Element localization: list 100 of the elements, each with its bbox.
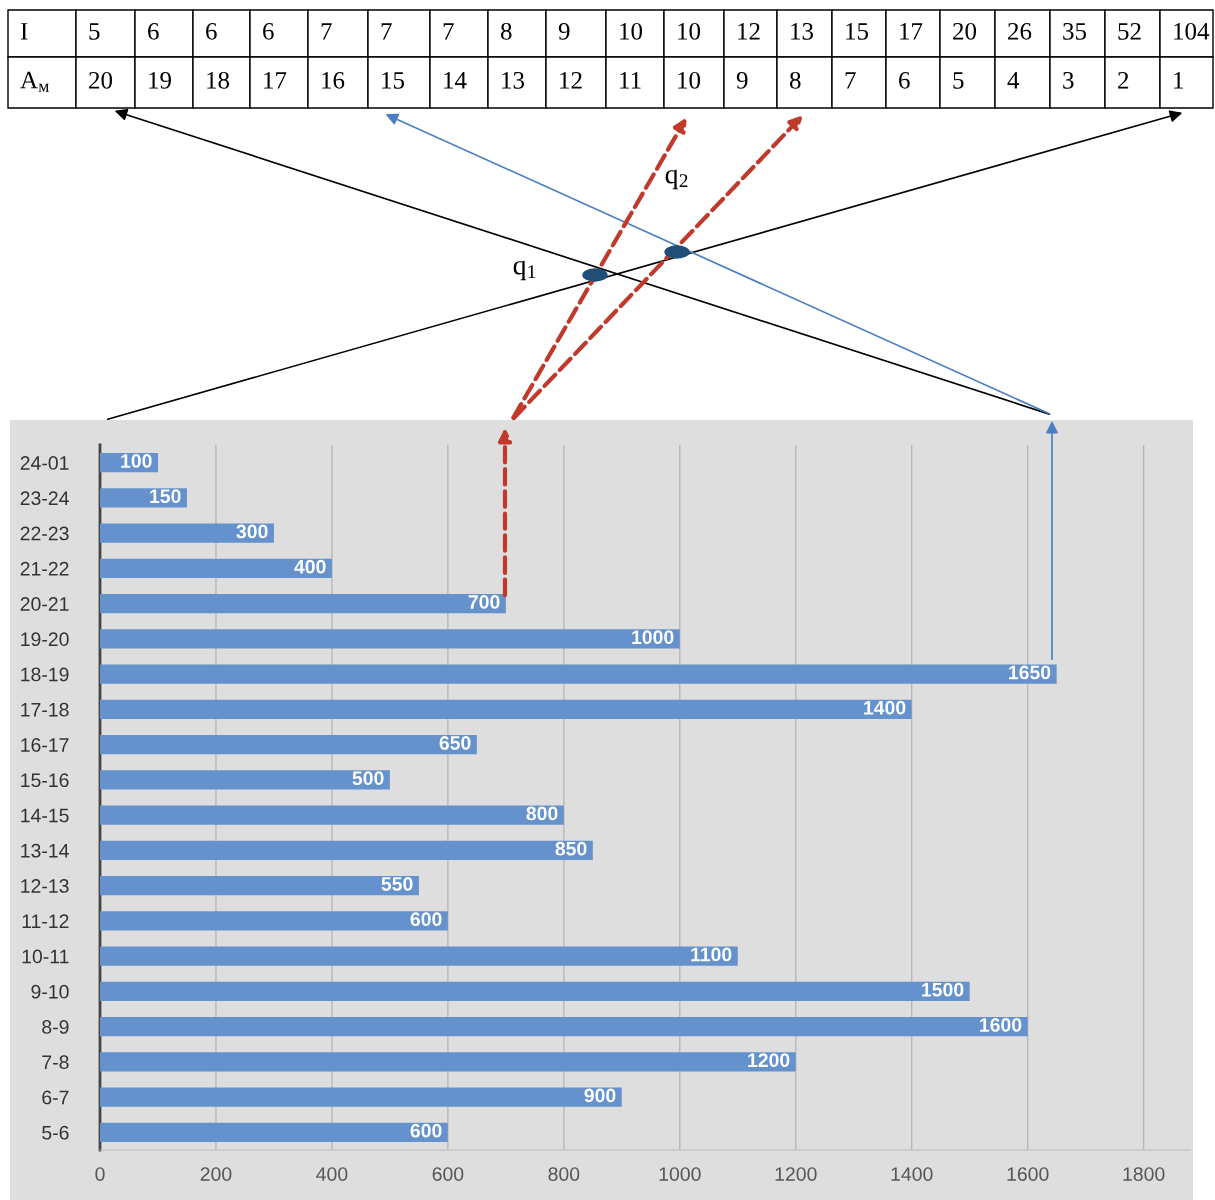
x-tick-label: 1800 xyxy=(1123,1167,1165,1181)
data-label: 650 xyxy=(439,736,471,750)
y-tick-label: 5-6 xyxy=(42,1125,69,1140)
text: 5 xyxy=(953,72,964,89)
text: 7 xyxy=(443,23,454,40)
text: 9 xyxy=(558,22,570,40)
data-label: 150 xyxy=(150,489,181,504)
text: 1 xyxy=(1174,72,1183,89)
bar xyxy=(100,840,593,861)
data-label: 1200 xyxy=(748,1053,790,1068)
text: 18 xyxy=(207,71,230,89)
text: 8 xyxy=(789,71,801,89)
text: 5 xyxy=(89,23,100,40)
text: 35 xyxy=(1063,22,1087,40)
text: 11 xyxy=(620,72,641,89)
x-tick-label: 1000 xyxy=(659,1167,701,1181)
text: A$_{м}$ xyxy=(20,71,49,92)
text: 6 xyxy=(206,22,217,40)
x-tick-label: 1400 xyxy=(891,1167,933,1181)
text: q xyxy=(513,260,527,281)
text: 8 xyxy=(500,22,512,40)
y-tick-label: 6-7 xyxy=(42,1090,69,1105)
data-label: 800 xyxy=(526,806,558,821)
y-tick-label: 7-8 xyxy=(42,1055,69,1070)
x-tick-label: 400 xyxy=(316,1167,348,1181)
bar xyxy=(100,981,970,1002)
text: 13 xyxy=(791,22,814,40)
text: 20 xyxy=(89,71,113,89)
text: 9 xyxy=(736,71,748,89)
text: 6 xyxy=(148,22,159,40)
text: 52 xyxy=(1118,22,1141,40)
bar xyxy=(100,1122,448,1143)
text: 12 xyxy=(738,22,760,40)
y-tick-label: 8-9 xyxy=(42,1020,69,1034)
y-tick-label: 16-17 xyxy=(21,738,69,752)
y-tick-label: 12-13 xyxy=(21,879,69,893)
text: 1 xyxy=(528,265,536,279)
x-tick-label: 800 xyxy=(548,1167,580,1181)
bar xyxy=(100,875,419,896)
text: 15 xyxy=(382,72,405,89)
data-label: 1600 xyxy=(980,1018,1022,1032)
text: 17 xyxy=(264,72,287,89)
data-label: 550 xyxy=(381,877,413,891)
text: 14 xyxy=(444,72,467,89)
text: 7 xyxy=(321,23,332,40)
text: 2 xyxy=(679,174,688,188)
text: 12 xyxy=(560,71,582,89)
text: I xyxy=(20,23,28,40)
y-tick-label: 18-19 xyxy=(21,667,69,682)
bar xyxy=(100,488,187,508)
data-label: 1100 xyxy=(691,947,732,962)
y-tick-label: 17-18 xyxy=(21,702,69,717)
x-tick-label: 600 xyxy=(432,1167,464,1181)
text: 19 xyxy=(149,71,171,89)
text: 10 xyxy=(678,71,701,89)
y-tick-label: 11-12 xyxy=(22,914,69,928)
data-label: 400 xyxy=(294,559,326,574)
y-tick-label: 14-15 xyxy=(21,808,69,823)
data-label: 100 xyxy=(121,454,152,468)
bar xyxy=(100,734,477,755)
data-label: 600 xyxy=(410,1123,442,1138)
data-label: 600 xyxy=(410,912,442,927)
text: 2 xyxy=(1118,71,1129,89)
bar xyxy=(100,1087,622,1107)
text: 7 xyxy=(381,23,392,40)
data-label: 1000 xyxy=(632,630,674,645)
y-tick-label: 23-24 xyxy=(20,491,69,506)
text: 3 xyxy=(1063,71,1074,89)
y-tick-label: 24-01 xyxy=(20,456,69,470)
data-label: 900 xyxy=(584,1088,616,1103)
data-label: 300 xyxy=(236,524,268,539)
y-tick-label: 19-20 xyxy=(21,632,69,647)
bar xyxy=(100,629,680,649)
text: 6 xyxy=(899,71,910,89)
y-tick-label: 15-16 xyxy=(21,773,69,788)
bar xyxy=(100,1016,1028,1037)
text: 15 xyxy=(846,23,869,40)
bar xyxy=(100,805,564,825)
bar xyxy=(100,699,912,720)
bar xyxy=(100,946,738,966)
data-label: 1400 xyxy=(864,700,906,715)
text: 13 xyxy=(502,71,525,89)
x-tick-label: 200 xyxy=(200,1167,232,1181)
bar xyxy=(100,911,448,931)
bar xyxy=(100,1052,796,1072)
text: 4 xyxy=(1007,72,1020,89)
x-tick-label: 1600 xyxy=(1007,1167,1049,1181)
data-label: 850 xyxy=(555,841,587,856)
data-label: 700 xyxy=(468,595,500,609)
y-tick-label: 20-21 xyxy=(20,597,69,611)
bar xyxy=(100,770,390,790)
text: 16 xyxy=(322,71,345,89)
text: 20 xyxy=(953,22,977,40)
text: 7 xyxy=(845,72,856,89)
y-tick-label: 21-22 xyxy=(20,561,69,576)
text: 17 xyxy=(900,23,923,40)
bar xyxy=(100,664,1057,684)
text: 10 xyxy=(620,22,643,40)
text: 104 xyxy=(1174,22,1210,40)
x-tick-label: 0 xyxy=(95,1167,105,1181)
